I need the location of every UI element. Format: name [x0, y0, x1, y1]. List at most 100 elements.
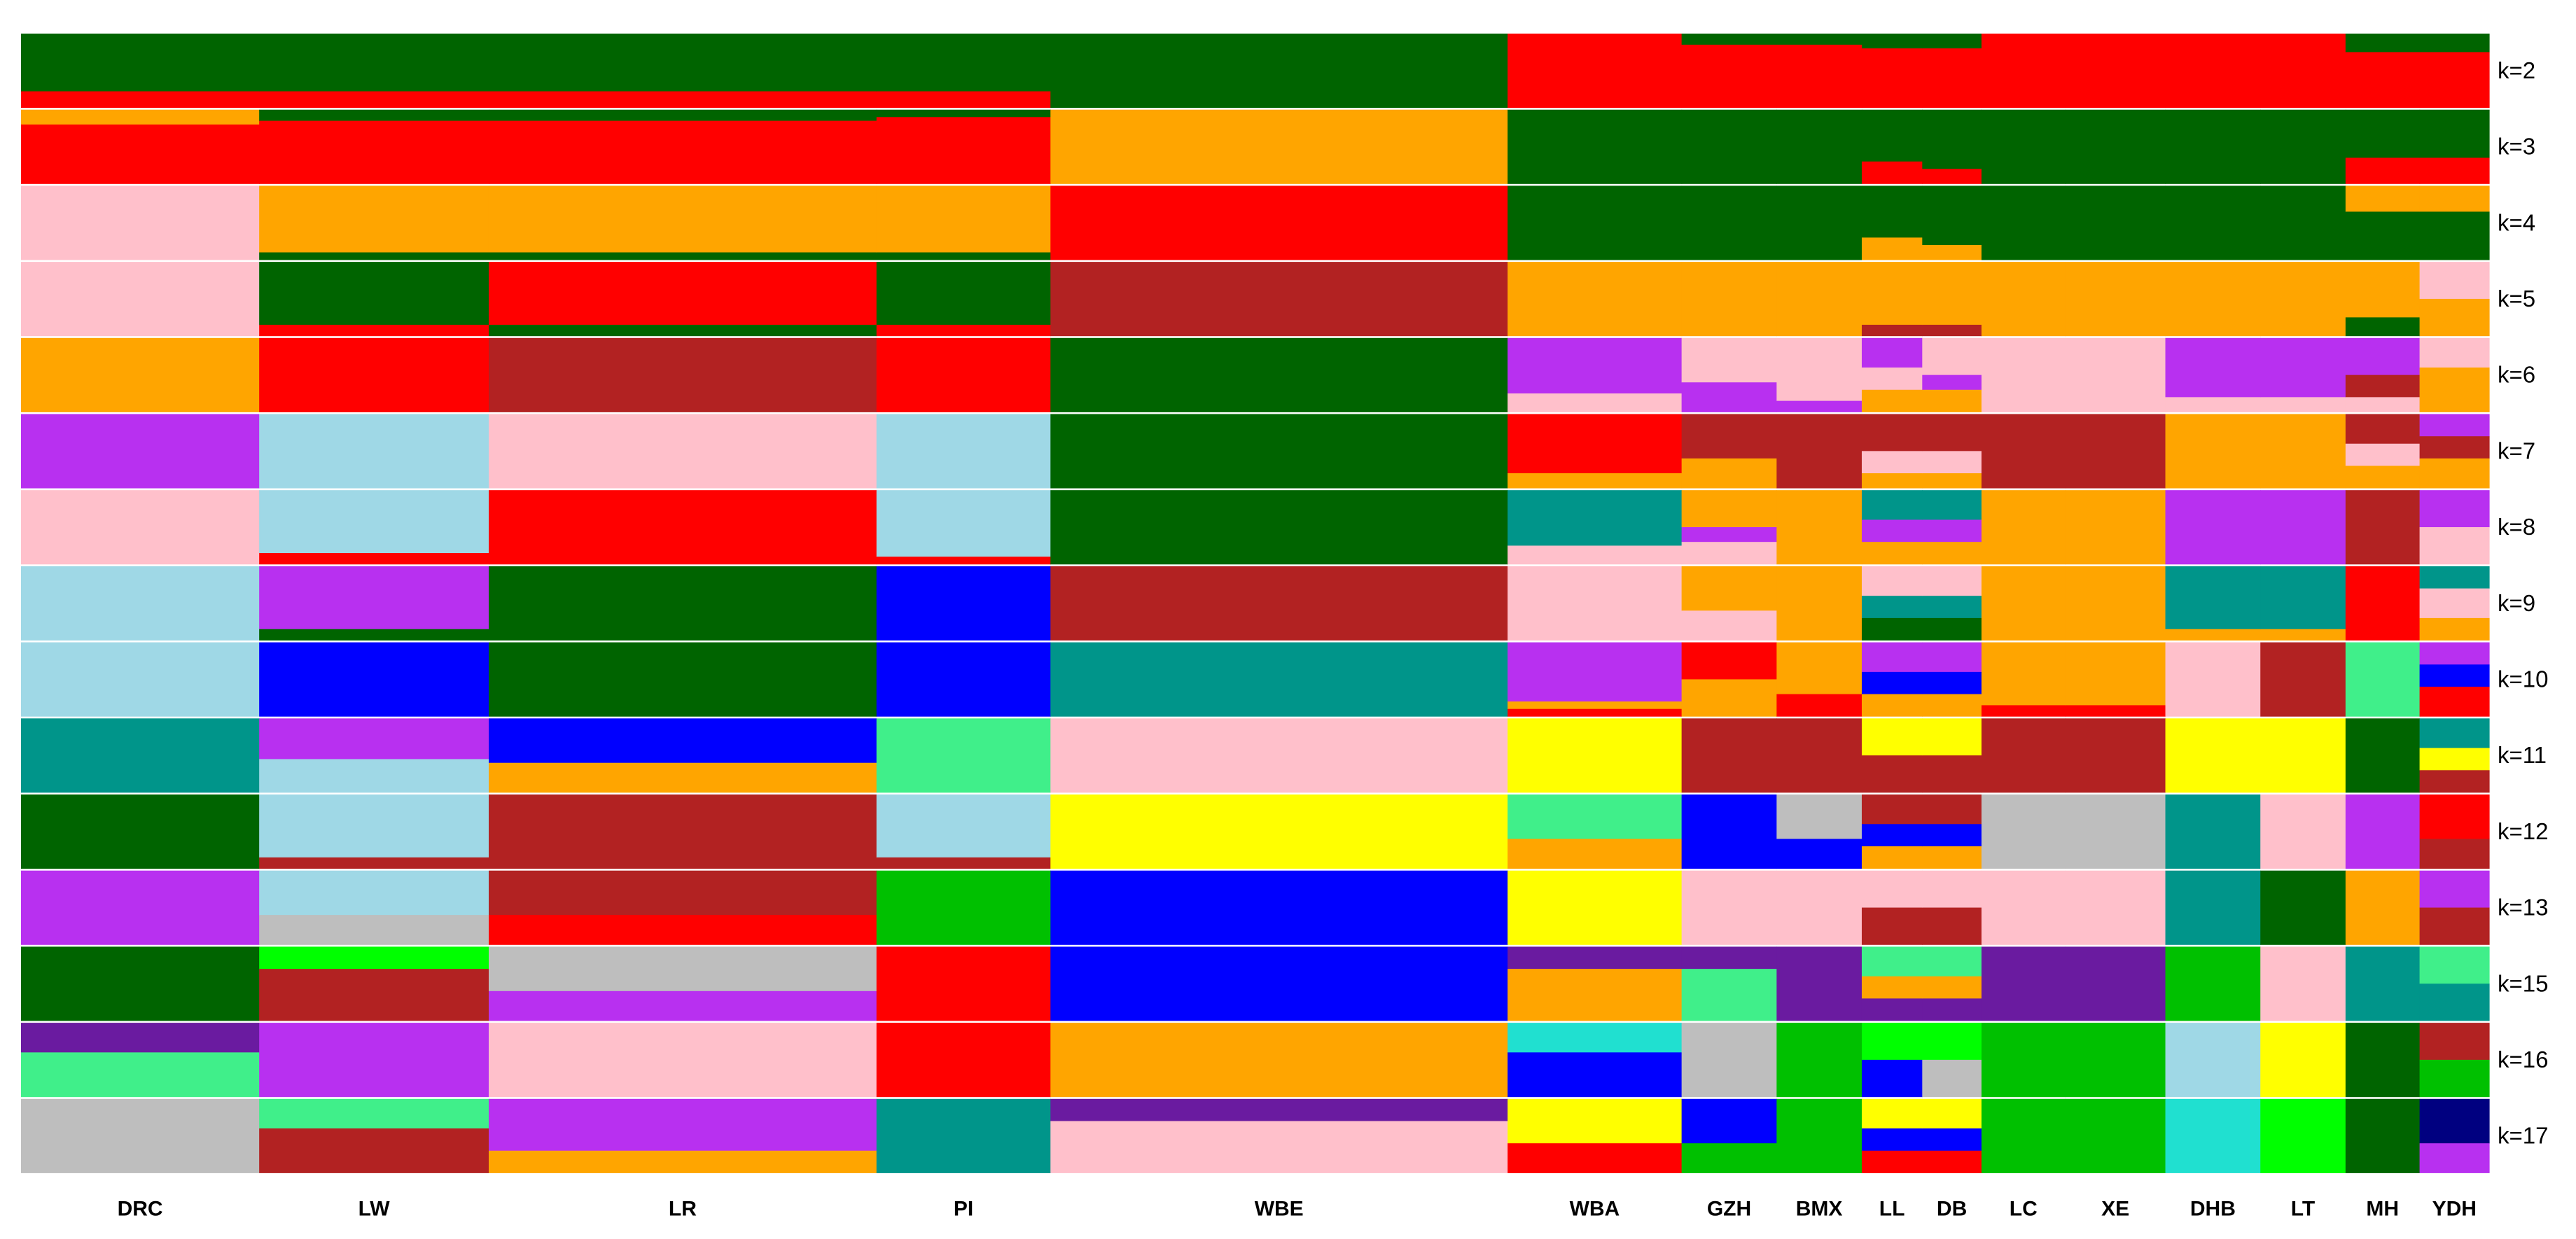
bar-segment-pi-blue: [876, 642, 1051, 717]
bar-segment-pi-dkgreen: [876, 109, 1051, 118]
bar-segment-drc-mint: [21, 1052, 260, 1098]
bar-segment-db-brick: [1922, 907, 1982, 945]
bar-segment-bmx-pink: [1776, 337, 1863, 402]
bar-segment-lc-brick: [1981, 718, 2066, 793]
k-row-k7: [21, 414, 2490, 489]
bar-segment-lt-dkgreen: [2260, 870, 2346, 945]
bar-segment-pi-blue: [876, 566, 1051, 640]
bar-segment-lw-mint: [259, 1098, 489, 1129]
bar-segment-ydh-orange: [2419, 368, 2490, 412]
population-label-lr: LR: [669, 1198, 697, 1221]
bar-segment-lw-dkgreen: [259, 262, 489, 326]
bar-segment-ydh-purple: [2419, 414, 2490, 437]
bar-segment-gzh-pink: [1681, 542, 1777, 565]
bar-segment-ydh-dkgreen: [2419, 34, 2490, 52]
bar-segment-ll-pink: [1861, 870, 1923, 908]
bar-segment-gzh-blue: [1681, 794, 1777, 869]
population-label-xe: XE: [2101, 1198, 2129, 1221]
bar-segment-bmx-orange: [1776, 490, 1863, 565]
bar-segment-pi-lblue: [876, 794, 1051, 858]
bar-segment-ydh-yellow: [2419, 748, 2490, 771]
bar-segment-pi-orange: [876, 186, 1051, 253]
bar-segment-ydh-red: [2419, 794, 2490, 839]
bar-segment-ll-pink: [1861, 451, 1923, 474]
bar-segment-db-purple: [1922, 519, 1982, 542]
bar-segment-lc-dkgreen: [1981, 109, 2066, 184]
bar-segment-drc-teal: [21, 718, 260, 793]
bar-segment-lc-pink: [1981, 337, 2066, 412]
bar-segment-lr-orange: [488, 1150, 877, 1173]
bar-segment-ydh-pink: [2419, 337, 2490, 368]
bar-segment-db-purple: [1922, 642, 1982, 673]
bar-segment-db-teal: [1922, 490, 1982, 520]
bar-segment-lc-pink: [1981, 870, 2066, 945]
bar-segment-wba-indigo: [1508, 946, 1683, 969]
bar-segment-drc-orange: [21, 109, 260, 125]
bar-segment-lw-lblue: [259, 794, 489, 858]
bar-segment-lc-dkgreen: [1981, 186, 2066, 260]
k-label: k=17: [2498, 1123, 2548, 1149]
bar-segment-lc-orange: [1981, 262, 2066, 337]
k-label: k=4: [2498, 209, 2535, 235]
bar-segment-xe-dkgreen: [2065, 186, 2166, 260]
bar-segment-db-red: [1922, 1150, 1982, 1173]
bar-segment-lt-dkgreen: [2260, 186, 2346, 260]
bar-segment-bmx-green: [1776, 1098, 1863, 1173]
bar-segment-ydh-brick: [2419, 1023, 2490, 1060]
bar-segment-lc-silver: [1981, 794, 2066, 869]
bar-segment-bmx-dkgreen: [1776, 34, 1863, 46]
bar-segment-lr-pink: [488, 1023, 877, 1098]
bar-segment-lr-pink: [488, 414, 877, 489]
bar-segment-lw-red: [259, 337, 489, 412]
population-label-ydh: YDH: [2432, 1198, 2477, 1221]
k-labels: k=2 k=3 k=4 k=5 k=6 k=7 k=8 k=9 k=10 k=11 k=12 k=13…: [2498, 57, 2548, 1149]
bar-segment-db-blue: [1922, 1128, 1982, 1152]
bar-segment-lc-red: [1981, 705, 2066, 717]
bar-segment-lr-purple: [488, 990, 877, 1021]
bar-segment-lr-red: [488, 120, 877, 184]
bar-segment-wbe-dkgreen: [1050, 34, 1508, 108]
bar-segment-ll-red: [1861, 161, 1923, 184]
bar-segment-db-purple: [1922, 374, 1982, 391]
bar-segment-gzh-green: [1681, 1143, 1777, 1173]
population-label-wba: WBA: [1570, 1198, 1620, 1221]
bar-segment-bmx-dkgreen: [1776, 186, 1863, 260]
bar-segment-lw-lblue: [259, 759, 489, 793]
bar-segment-wba-yellow: [1508, 718, 1683, 793]
bar-segment-wba-blue: [1508, 1052, 1683, 1098]
bar-segment-ll-brick: [1861, 755, 1923, 793]
bar-segment-ydh-brick: [2419, 436, 2490, 459]
k-label: k=10: [2498, 666, 2548, 692]
bar-segment-dhb-purple: [2165, 490, 2261, 565]
bar-segment-bmx-indigo: [1776, 946, 1863, 1021]
bar-segment-ydh-brick: [2419, 839, 2490, 869]
bar-segment-wbe-orange: [1050, 1023, 1508, 1098]
bar-segment-ll-red: [1861, 48, 1923, 108]
bar-segment-pi-red: [876, 556, 1051, 565]
bar-segment-gzh-pink: [1681, 337, 1777, 383]
bar-segment-xe-brick: [2065, 414, 2166, 489]
bar-segment-wba-red: [1508, 414, 1683, 474]
bar-segment-db-pink: [1922, 566, 1982, 596]
k-row-k8: [21, 490, 2490, 565]
bar-segment-ydh-brick: [2419, 770, 2490, 793]
bar-segment-mh-dkgreen: [2345, 34, 2421, 52]
bar-segment-pi-green: [876, 870, 1051, 945]
bar-segment-lr-purple: [488, 1098, 877, 1152]
bar-segment-dhb-teal: [2165, 566, 2261, 630]
bar-segment-gzh-dkgreen: [1681, 186, 1777, 260]
bar-segment-wbe-teal: [1050, 642, 1508, 717]
bar-segment-pi-lblue: [876, 414, 1051, 489]
bar-segment-db-lime: [1922, 1023, 1982, 1060]
bar-segment-ll-teal: [1861, 490, 1923, 520]
bar-segment-gzh-silver: [1681, 1023, 1777, 1098]
bar-segment-drc-silver: [21, 1098, 260, 1173]
bar-segment-lw-lblue: [259, 414, 489, 489]
bar-segment-dhb-cyan: [2165, 1098, 2261, 1173]
bar-segment-lr-brick: [488, 794, 877, 869]
bar-segment-ll-brick: [1861, 794, 1923, 825]
bar-segment-dhb-yellow: [2165, 718, 2261, 793]
bar-segment-mh-pink: [2345, 443, 2421, 466]
bar-segment-db-red: [1922, 48, 1982, 108]
bar-segment-db-dkgreen: [1922, 109, 1982, 169]
